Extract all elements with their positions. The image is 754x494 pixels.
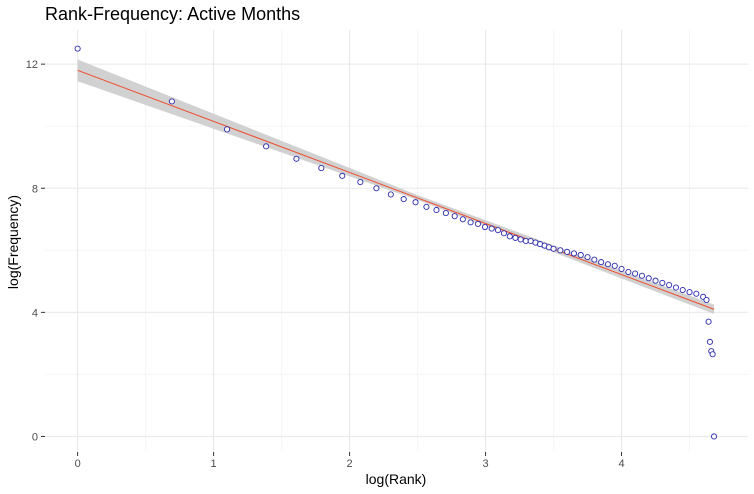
data-point <box>512 234 519 241</box>
data-point <box>467 219 474 226</box>
data-point <box>423 203 430 210</box>
data-point <box>709 351 716 358</box>
confidence-band-layer <box>77 59 715 314</box>
data-point <box>442 210 449 217</box>
data-point <box>632 270 639 277</box>
y-tick-label: 4 <box>32 307 38 319</box>
fit-line-layer <box>77 69 715 310</box>
data-point <box>703 296 710 304</box>
data-point <box>706 338 713 345</box>
x-tick-label: 1 <box>211 458 217 470</box>
data-point <box>564 248 571 255</box>
y-axis-ticks: 0 4 8 12 <box>26 59 45 443</box>
data-point <box>577 251 584 259</box>
data-point <box>710 433 718 440</box>
data-point <box>517 236 524 243</box>
data-point <box>506 233 513 240</box>
data-point <box>451 213 458 220</box>
data-point <box>522 237 529 245</box>
data-point <box>357 178 364 186</box>
data-point <box>638 272 645 279</box>
grid <box>45 30 748 452</box>
confidence-band <box>77 59 715 314</box>
data-point <box>339 172 346 179</box>
data-point <box>263 143 270 150</box>
x-tick-label: 3 <box>483 458 489 470</box>
data-point <box>459 216 466 223</box>
data-points <box>74 45 718 440</box>
data-point <box>659 279 666 286</box>
x-tick-label: 0 <box>75 458 81 470</box>
data-point <box>686 289 693 296</box>
data-point <box>584 254 591 261</box>
data-point <box>652 277 659 284</box>
data-point <box>400 196 407 203</box>
data-point <box>412 199 419 206</box>
data-point <box>591 256 598 263</box>
data-point <box>604 261 611 268</box>
data-point <box>672 284 679 291</box>
data-point <box>679 286 686 294</box>
data-point <box>293 155 300 162</box>
data-point <box>474 220 482 227</box>
data-point <box>168 98 175 105</box>
data-point <box>500 230 507 237</box>
data-point <box>557 247 564 254</box>
y-tick-label: 8 <box>32 183 38 195</box>
data-point <box>387 191 394 198</box>
data-point <box>645 275 652 282</box>
data-point <box>611 262 618 269</box>
data-point <box>481 223 489 231</box>
y-axis-title: log(Frequency) <box>5 195 21 289</box>
x-axis-title: log(Rank) <box>366 471 427 487</box>
data-point <box>494 227 501 234</box>
data-point <box>693 290 700 297</box>
data-point <box>318 165 325 172</box>
data-point <box>74 45 81 52</box>
x-tick-label: 2 <box>347 458 353 470</box>
data-point <box>705 318 712 325</box>
x-axis-ticks: 0 1 2 3 4 <box>75 452 625 470</box>
data-point <box>618 265 625 272</box>
data-point <box>224 126 231 133</box>
y-tick-label: 0 <box>32 431 38 443</box>
data-point <box>666 282 673 289</box>
data-point <box>550 245 557 252</box>
data-point <box>488 225 495 232</box>
y-tick-label: 12 <box>26 59 38 71</box>
x-tick-label: 4 <box>618 458 624 470</box>
data-point <box>570 250 577 257</box>
data-point <box>373 185 380 192</box>
chart-title: Rank-Frequency: Active Months <box>45 4 300 24</box>
fit-line <box>77 69 715 310</box>
data-point <box>433 206 440 214</box>
data-point <box>625 268 632 276</box>
data-point <box>598 259 605 266</box>
